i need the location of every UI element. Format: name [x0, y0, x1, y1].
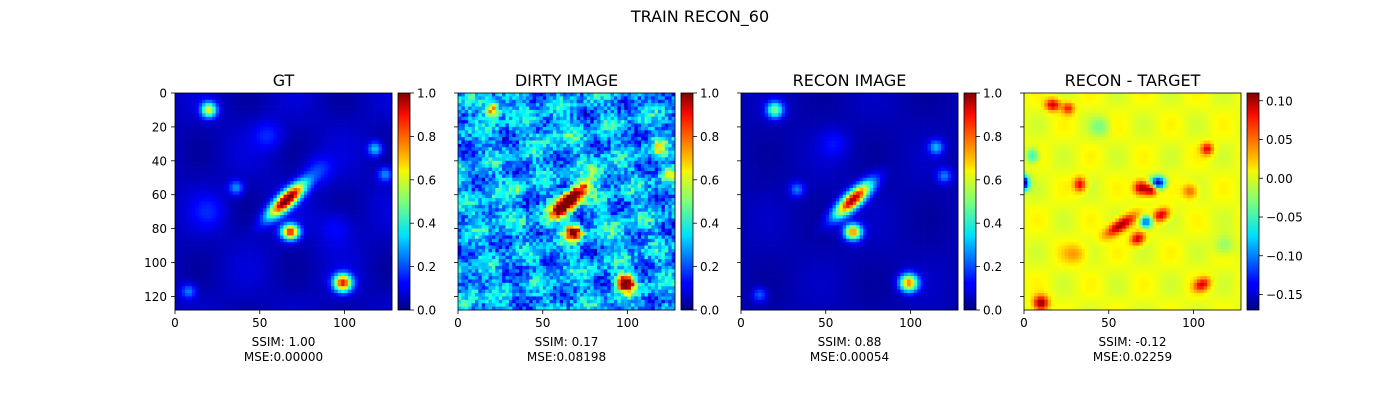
colorbar-tick-label: −0.05	[1266, 211, 1303, 225]
y-tick-label: 80	[152, 222, 167, 236]
x-tick-label: 100	[616, 316, 639, 330]
plot-frame	[740, 92, 959, 311]
plot-frame	[1023, 92, 1242, 311]
y-tick-label: 100	[144, 256, 167, 270]
colorbar-tick-label: −0.15	[1266, 288, 1303, 302]
panel-1: GT 0 50 100 0 20 40 60 80 100 120 SSIM: 1.00MSE:0.0…	[144, 71, 436, 364]
heatmap-cells	[175, 93, 393, 311]
colorbar-tick-label: 0.6	[983, 173, 1002, 187]
x-tick-label: 0	[171, 316, 179, 330]
colorbar-tick-label: 0.8	[417, 130, 436, 144]
y-tick-label: 60	[152, 188, 167, 202]
x-tick-label: 100	[1182, 316, 1205, 330]
colorbar-tick-label: 0.0	[983, 304, 1002, 318]
plot-frame	[174, 92, 393, 311]
panel-4: RECON - TARGET 0 50 100 SSIM: -0.12MSE:0.022…	[1020, 71, 1303, 364]
colorbar-tick-label: 0.2	[417, 260, 436, 274]
ssim-label: SSIM: -0.12	[1098, 335, 1166, 349]
mse-label: MSE:0.02259	[1093, 350, 1172, 364]
x-tick-label: 50	[1101, 316, 1116, 330]
colorbar-tick-label: 0.6	[417, 173, 436, 187]
mse-label: MSE:0.00000	[244, 350, 323, 364]
colorbar-tick-label: 1.0	[417, 87, 436, 101]
colorbar-tick-label: 0.4	[417, 217, 436, 231]
colorbar-tick-label: −0.10	[1266, 249, 1303, 263]
x-tick-label: 0	[737, 316, 745, 330]
colorbar-tick-label: 0.8	[983, 130, 1002, 144]
panel-title: RECON IMAGE	[793, 71, 907, 90]
x-tick-label: 50	[535, 316, 550, 330]
x-tick-label: 100	[333, 316, 356, 330]
x-tick-label: 0	[454, 316, 462, 330]
colorbar-tick-label: 0.6	[700, 173, 719, 187]
mse-label: MSE:0.00054	[810, 350, 889, 364]
heatmap-cells	[458, 93, 676, 311]
colorbar-tick-label: 1.0	[700, 87, 719, 101]
colorbar-tick-label: 1.0	[983, 87, 1002, 101]
colorbar-tick-label: 0.4	[983, 217, 1002, 231]
colorbar-tick-label: 0.05	[1266, 133, 1293, 147]
panel-title: GT	[273, 71, 295, 90]
colorbar	[397, 92, 411, 311]
x-tick-label: 0	[1020, 316, 1028, 330]
y-tick-label: 0	[159, 87, 167, 101]
colorbar	[963, 92, 977, 311]
figure-title: TRAIN RECON_60	[630, 7, 769, 27]
y-tick-label: 40	[152, 154, 167, 168]
colorbar	[1246, 92, 1260, 311]
ssim-label: SSIM: 0.17	[535, 335, 599, 349]
colorbar-tick-label: 0.10	[1266, 94, 1293, 108]
colorbar-tick-label: 0.8	[700, 130, 719, 144]
colorbar-tick-label: 0.4	[700, 217, 719, 231]
colorbar-tick-label: 0.2	[983, 260, 1002, 274]
plot-frame	[457, 92, 676, 311]
y-tick-label: 20	[152, 120, 167, 134]
x-tick-label: 100	[899, 316, 922, 330]
colorbar-tick-label: 0.0	[700, 304, 719, 318]
heatmap-cells	[741, 93, 959, 311]
heatmap-cells	[1024, 93, 1242, 311]
ssim-label: SSIM: 0.88	[818, 335, 882, 349]
ssim-label: SSIM: 1.00	[252, 335, 316, 349]
colorbar-tick-label: 0.00	[1266, 172, 1293, 186]
x-tick-label: 50	[252, 316, 267, 330]
colorbar	[680, 92, 694, 311]
panel-title: DIRTY IMAGE	[515, 71, 618, 90]
x-tick-label: 50	[818, 316, 833, 330]
mse-label: MSE:0.08198	[527, 350, 606, 364]
y-tick-label: 120	[144, 290, 167, 304]
colorbar-tick-label: 0.2	[700, 260, 719, 274]
colorbar-tick-label: 0.0	[417, 304, 436, 318]
panel-title: RECON - TARGET	[1065, 71, 1201, 90]
